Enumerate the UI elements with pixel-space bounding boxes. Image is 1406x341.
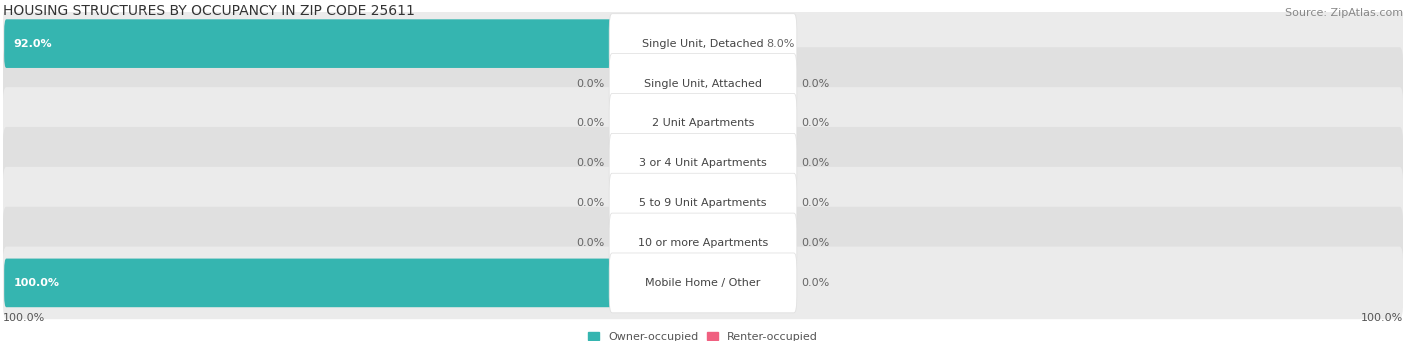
FancyBboxPatch shape — [609, 133, 797, 193]
FancyBboxPatch shape — [683, 99, 723, 148]
Text: 0.0%: 0.0% — [801, 238, 830, 248]
Text: Single Unit, Detached: Single Unit, Detached — [643, 39, 763, 49]
Text: Mobile Home / Other: Mobile Home / Other — [645, 278, 761, 288]
FancyBboxPatch shape — [609, 93, 797, 153]
FancyBboxPatch shape — [609, 213, 797, 273]
FancyBboxPatch shape — [609, 14, 797, 74]
Text: 8.0%: 8.0% — [766, 39, 794, 49]
FancyBboxPatch shape — [683, 219, 723, 267]
Text: 0.0%: 0.0% — [801, 118, 830, 128]
FancyBboxPatch shape — [683, 219, 723, 267]
Text: 0.0%: 0.0% — [801, 278, 830, 288]
Text: 100.0%: 100.0% — [13, 278, 59, 288]
Text: 0.0%: 0.0% — [576, 238, 605, 248]
FancyBboxPatch shape — [3, 167, 1403, 239]
Text: 0.0%: 0.0% — [576, 78, 605, 89]
FancyBboxPatch shape — [702, 19, 758, 68]
Text: 100.0%: 100.0% — [1361, 313, 1403, 323]
FancyBboxPatch shape — [609, 253, 797, 313]
Text: 100.0%: 100.0% — [3, 313, 45, 323]
FancyBboxPatch shape — [683, 99, 723, 148]
FancyBboxPatch shape — [3, 8, 1403, 80]
FancyBboxPatch shape — [4, 258, 704, 307]
FancyBboxPatch shape — [683, 179, 723, 227]
Text: Single Unit, Attached: Single Unit, Attached — [644, 78, 762, 89]
Text: 2 Unit Apartments: 2 Unit Apartments — [652, 118, 754, 128]
Legend: Owner-occupied, Renter-occupied: Owner-occupied, Renter-occupied — [588, 332, 818, 341]
Text: 10 or more Apartments: 10 or more Apartments — [638, 238, 768, 248]
FancyBboxPatch shape — [3, 87, 1403, 160]
FancyBboxPatch shape — [683, 139, 723, 188]
FancyBboxPatch shape — [683, 59, 723, 108]
FancyBboxPatch shape — [683, 258, 723, 307]
FancyBboxPatch shape — [3, 47, 1403, 120]
FancyBboxPatch shape — [3, 127, 1403, 199]
FancyBboxPatch shape — [3, 207, 1403, 279]
Text: 5 to 9 Unit Apartments: 5 to 9 Unit Apartments — [640, 198, 766, 208]
Text: HOUSING STRUCTURES BY OCCUPANCY IN ZIP CODE 25611: HOUSING STRUCTURES BY OCCUPANCY IN ZIP C… — [3, 4, 415, 18]
Text: 0.0%: 0.0% — [801, 158, 830, 168]
Text: 0.0%: 0.0% — [576, 118, 605, 128]
Text: 0.0%: 0.0% — [576, 158, 605, 168]
Text: 0.0%: 0.0% — [576, 198, 605, 208]
Text: 0.0%: 0.0% — [801, 198, 830, 208]
FancyBboxPatch shape — [683, 59, 723, 108]
FancyBboxPatch shape — [683, 179, 723, 227]
FancyBboxPatch shape — [609, 173, 797, 233]
FancyBboxPatch shape — [3, 247, 1403, 319]
FancyBboxPatch shape — [609, 54, 797, 114]
FancyBboxPatch shape — [683, 139, 723, 188]
FancyBboxPatch shape — [4, 19, 650, 68]
Text: 0.0%: 0.0% — [801, 78, 830, 89]
Text: Source: ZipAtlas.com: Source: ZipAtlas.com — [1285, 8, 1403, 18]
Text: 92.0%: 92.0% — [13, 39, 52, 49]
Text: 3 or 4 Unit Apartments: 3 or 4 Unit Apartments — [640, 158, 766, 168]
